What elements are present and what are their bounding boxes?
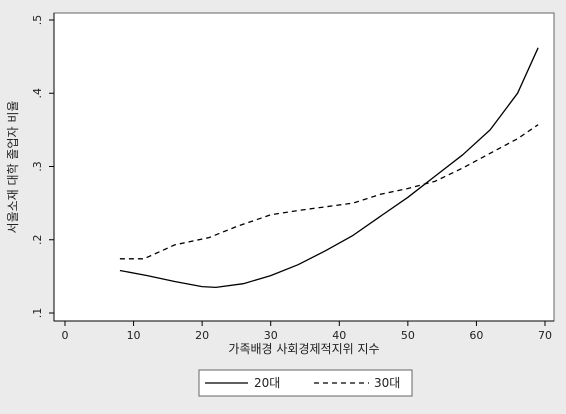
legend-label-20s: 20대 <box>254 376 280 390</box>
x-tick-label: 0 <box>62 329 69 342</box>
plot-area <box>53 12 555 322</box>
y-tick-label: .2 <box>31 235 44 246</box>
y-tick-label: .5 <box>31 15 44 26</box>
x-axis-label: 가족배경 사회경제적지위 지수 <box>228 342 379 356</box>
series-line-30s <box>119 124 539 260</box>
y-tick-label: .4 <box>31 88 44 99</box>
x-tick-label: 70 <box>538 329 552 342</box>
x-tick-label: 20 <box>195 329 209 342</box>
y-tick-label: .1 <box>31 308 44 319</box>
x-tick-label: 10 <box>127 329 141 342</box>
series-line-20s <box>119 47 539 289</box>
x-tick-label: 40 <box>332 329 346 342</box>
legend: 20대 30대 <box>198 369 413 397</box>
x-tick-label: 60 <box>469 329 483 342</box>
y-axis-label: 서울소재 대학 졸업자 비율 <box>6 101 20 234</box>
legend-label-30s: 30대 <box>374 376 400 390</box>
y-tick-label: .3 <box>31 161 44 172</box>
x-tick-label: 50 <box>401 329 415 342</box>
x-tick-label: 30 <box>264 329 278 342</box>
